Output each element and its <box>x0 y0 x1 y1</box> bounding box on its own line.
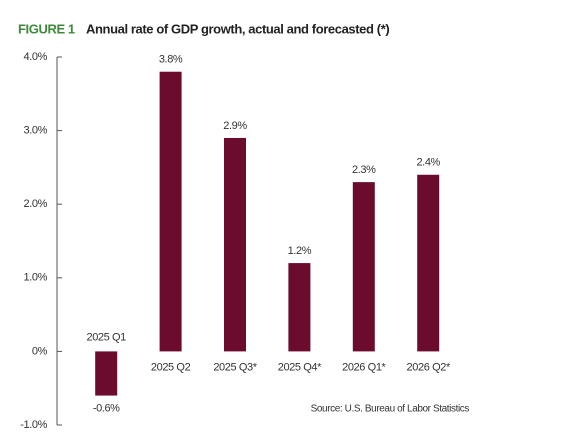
value-label: 3.8% <box>159 54 183 66</box>
x-tick-label: 2026 Q1* <box>342 361 386 373</box>
y-tick-label: 3.0% <box>24 125 48 137</box>
y-tick-label: -1.0% <box>20 419 47 431</box>
bar <box>159 71 182 352</box>
value-label: 2.9% <box>223 120 247 132</box>
value-label: 2.3% <box>352 164 376 176</box>
bar <box>95 351 118 396</box>
value-label: 2.4% <box>416 157 440 169</box>
y-tick-label: 0% <box>32 345 48 357</box>
x-tick-label: 2025 Q4* <box>278 361 322 373</box>
figure-label: FIGURE 1 <box>18 21 75 36</box>
value-label: -0.6% <box>93 402 120 414</box>
x-tick-label: 2025 Q1 <box>86 331 126 343</box>
x-tick-label: 2025 Q2 <box>151 361 191 373</box>
y-tick-label: 2.0% <box>24 198 48 210</box>
y-tick-label: 4.0% <box>24 51 48 63</box>
x-tick-label: 2026 Q2* <box>407 361 451 373</box>
y-tick-label: 1.0% <box>24 272 48 284</box>
bar <box>224 137 246 352</box>
value-label: 1.2% <box>288 245 312 257</box>
bar <box>352 182 375 352</box>
source-note: Source: U.S. Bureau of Labor Statistics <box>311 404 470 415</box>
bar <box>417 174 440 352</box>
chart-title: Annual rate of GDP growth, actual and fo… <box>86 21 389 36</box>
x-tick-label: 2025 Q3* <box>213 361 257 373</box>
bar <box>288 263 311 352</box>
